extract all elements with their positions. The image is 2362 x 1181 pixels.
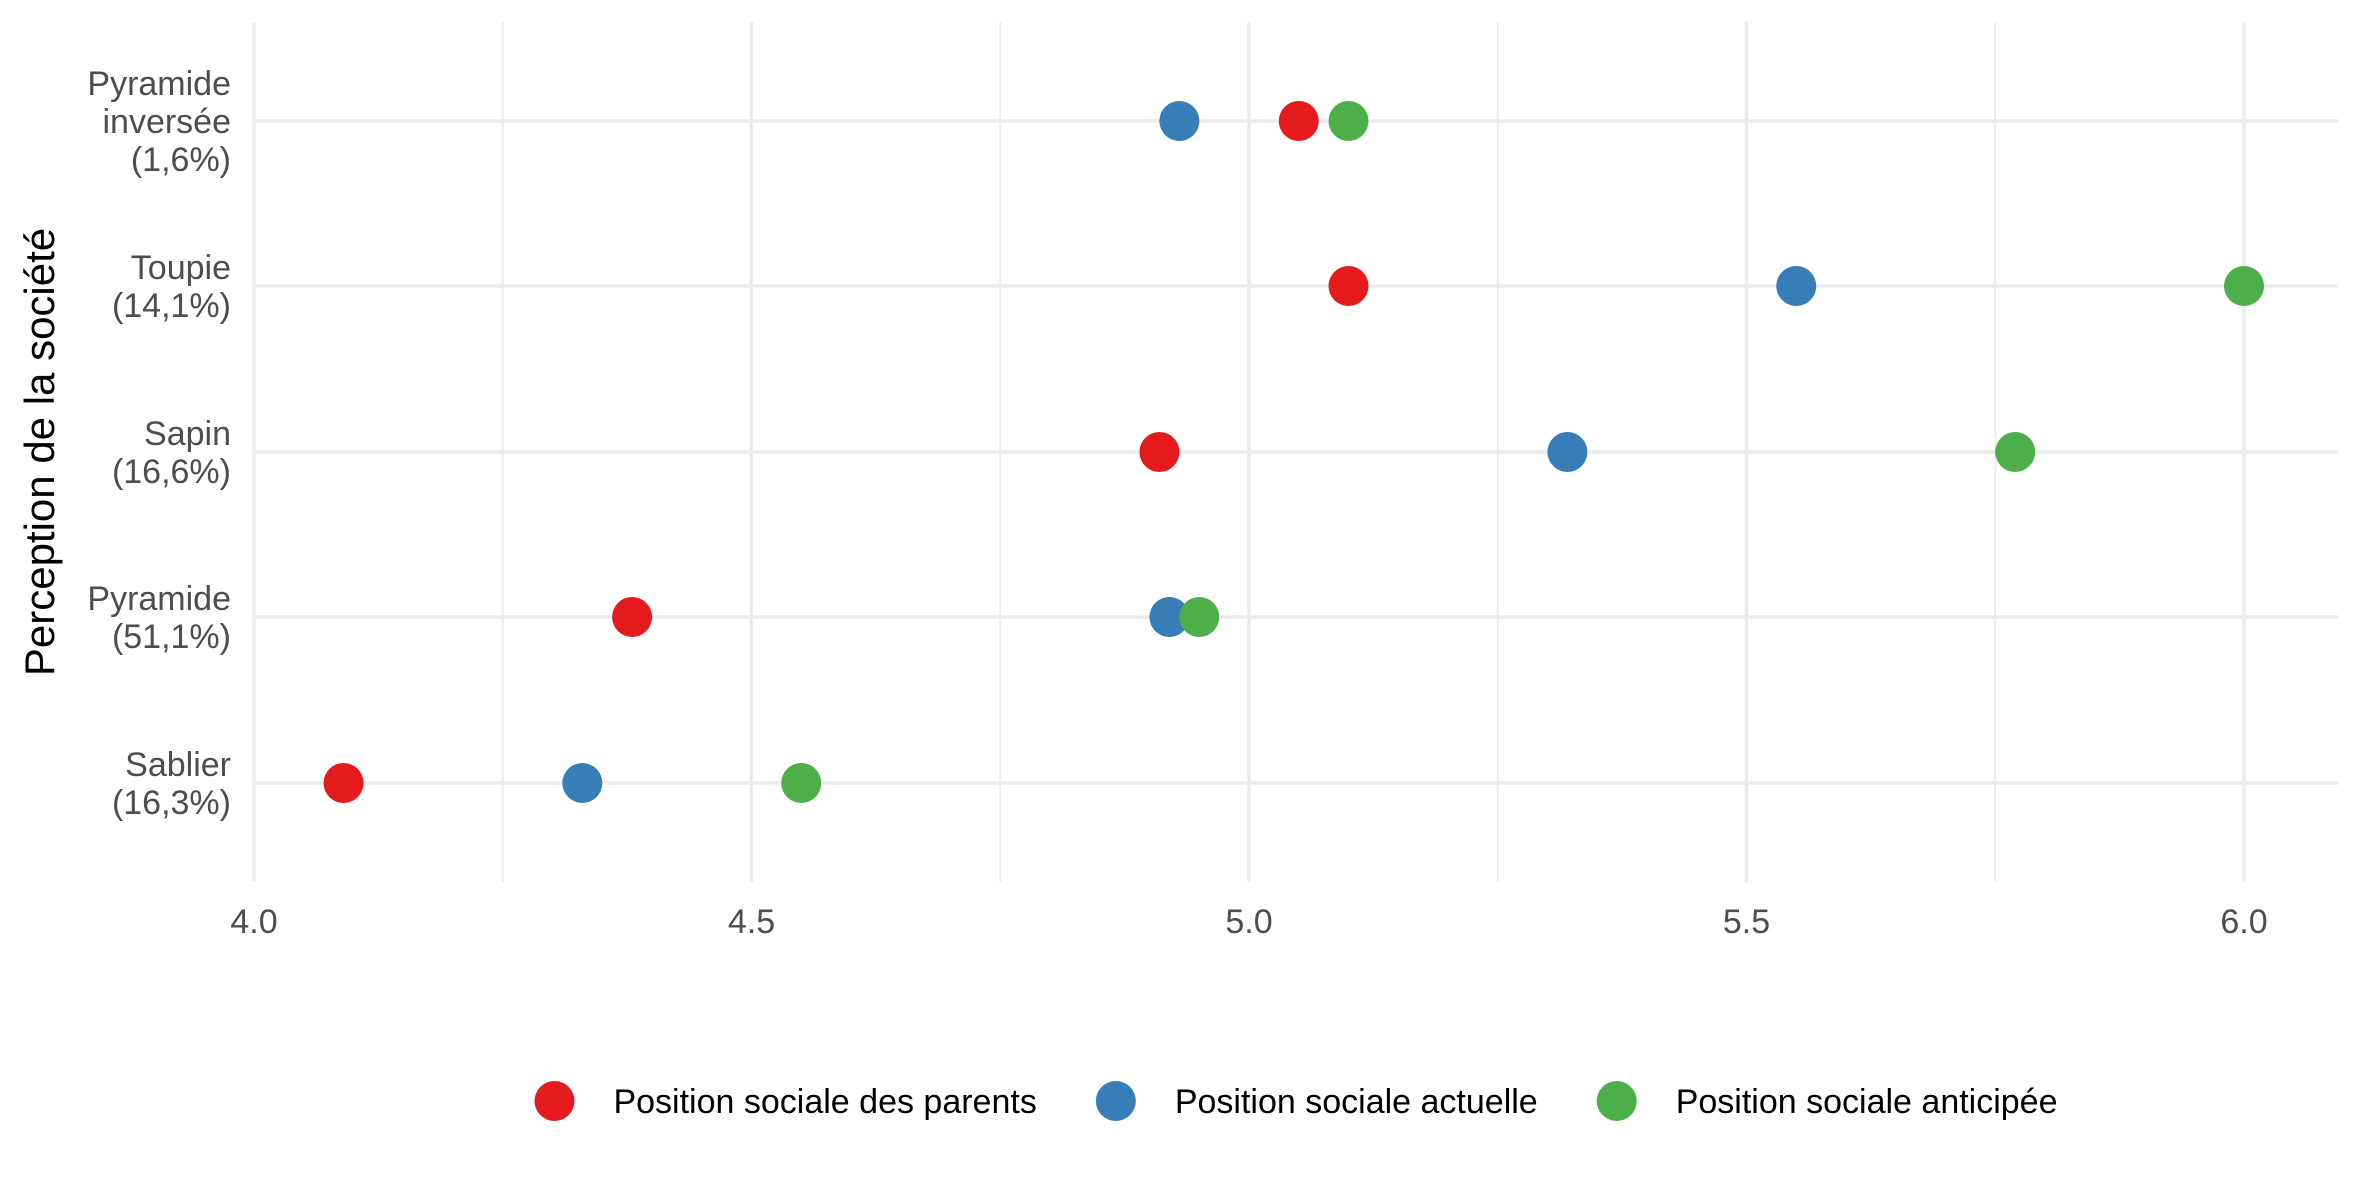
- legend-label: Position sociale actuelle: [1175, 1083, 1538, 1121]
- y-tick-label: Pyramide (51,1%): [87, 580, 231, 656]
- data-point: [1149, 597, 1190, 637]
- data-point: [1278, 101, 1319, 141]
- data-point: [1547, 432, 1588, 472]
- legend: Position sociale des parents Position soc…: [534, 1081, 2058, 1121]
- y-tick-label: Sablier (16,3%): [112, 746, 231, 822]
- x-tick-label: 6.0: [2220, 903, 2267, 941]
- y-axis-title: Perception de la société: [16, 228, 63, 676]
- data-point: [1159, 101, 1200, 141]
- legend-label: Position sociale des parents: [613, 1083, 1036, 1121]
- data-point: [562, 763, 603, 803]
- legend-key: [534, 1081, 575, 1121]
- x-tick-label: 5.5: [1723, 903, 1770, 941]
- data-points: [323, 101, 2264, 803]
- x-axis-labels: 4.0 4.5 5.0 5.5 6.0: [230, 903, 2267, 941]
- data-point: [1139, 432, 1180, 472]
- data-point: [323, 763, 364, 803]
- data-point: [1776, 266, 1817, 306]
- y-tick-label: Toupie (14,1%): [112, 249, 231, 325]
- y-tick-label: Pyramide inversée (1,6%): [87, 65, 231, 179]
- data-point: [1179, 597, 1220, 637]
- x-tick-label: 4.5: [728, 903, 775, 941]
- legend-key: [1095, 1081, 1136, 1121]
- data-point: [1328, 266, 1369, 306]
- x-tick-label: 5.0: [1225, 903, 1272, 941]
- data-point: [781, 763, 822, 803]
- y-tick-label: Sapin (16,6%): [112, 415, 231, 491]
- data-point: [1995, 432, 2036, 472]
- legend-label: Position sociale anticipée: [1676, 1083, 2058, 1121]
- x-tick-label: 4.0: [230, 903, 277, 941]
- legend-key: [1596, 1081, 1637, 1121]
- data-point: [1328, 101, 1369, 141]
- data-point: [612, 597, 653, 637]
- y-axis-labels: Pyramide inversée (1,6%) Toupie (14,1%) Sapin…: [87, 65, 231, 822]
- data-point: [2224, 266, 2264, 306]
